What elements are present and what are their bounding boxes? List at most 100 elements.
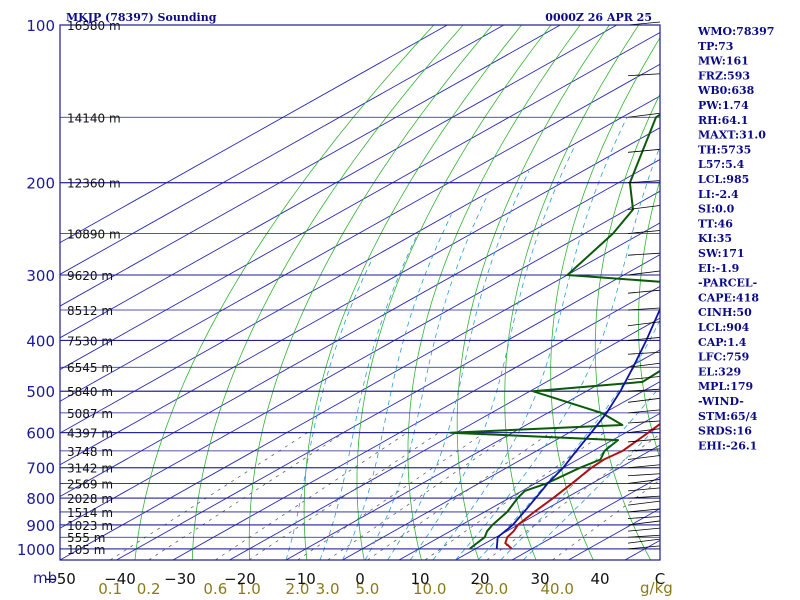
- wind-barb: [627, 448, 661, 452]
- isotherm-line: [60, 63, 660, 402]
- wind-barb: [627, 479, 661, 484]
- sounding-index: WMO:78397: [697, 25, 774, 38]
- wind-barb: [627, 73, 661, 77]
- temperature-tick-label: −20: [224, 570, 256, 588]
- sounding-index: MPL:179: [698, 380, 753, 393]
- wind-barb: [627, 321, 661, 327]
- mixing-ratio-tick-label: 2.0: [286, 580, 310, 598]
- temperature-tick-label: −50: [44, 570, 76, 588]
- moist-adiabat-line: [387, 170, 530, 560]
- height-label: 4397 m: [67, 427, 113, 441]
- wind-barb: [627, 270, 661, 276]
- isotherm-line: [60, 31, 660, 371]
- sounding-index: CINH:50: [698, 306, 752, 319]
- pressure-tick-label: 1000: [17, 541, 55, 559]
- wind-barb: [627, 148, 661, 153]
- sounding-index: WB0:638: [697, 84, 755, 97]
- dry-adiabat-line: [594, 93, 660, 560]
- isotherm-line: [116, 254, 660, 560]
- height-label: 5087 m: [67, 407, 113, 421]
- wind-barb: [627, 538, 661, 544]
- isotherm-line: [60, 25, 618, 339]
- dry-adiabat-line: [638, 178, 660, 460]
- sounding-index: MW:161: [698, 55, 749, 68]
- mixing-ratio-line: [367, 432, 551, 560]
- wind-barb: [627, 464, 661, 469]
- pressure-unit-label: mb: [33, 569, 57, 587]
- isotherm-line: [60, 95, 660, 434]
- wind-barb: [627, 307, 661, 311]
- height-label: 5840 m: [67, 385, 113, 399]
- dry-adiabat-line: [248, 25, 493, 560]
- dry-adiabat-line: [191, 25, 464, 560]
- moist-adiabat-line: [285, 259, 373, 560]
- wind-barb: [627, 397, 661, 403]
- height-label: 6545 m: [67, 361, 113, 375]
- wind-barb: [627, 230, 661, 234]
- mixing-ratio-unit-label: g/kg: [640, 579, 673, 597]
- isotherm-line: [342, 381, 660, 560]
- dry-adiabat-line: [356, 25, 552, 560]
- temperature-tick-label: 30: [530, 570, 549, 588]
- wind-barb: [627, 516, 661, 519]
- isotherm-line: [285, 349, 660, 560]
- pressure-tick-label: 300: [26, 267, 55, 285]
- dry-adiabat-line: [504, 25, 640, 560]
- height-label: 8512 m: [67, 304, 113, 318]
- wind-barb: [627, 438, 661, 443]
- height-label: 7530 m: [67, 334, 113, 348]
- sounding-index: TH:5735: [698, 143, 751, 156]
- mixing-ratio-tick-label: 10.0: [413, 580, 446, 598]
- isotherm-line: [229, 317, 660, 560]
- height-label: 10890 m: [67, 227, 121, 241]
- wind-barb: [627, 180, 661, 184]
- dry-adiabat-line: [134, 25, 435, 560]
- isotherm-line: [60, 222, 660, 560]
- pressure-tick-label: 200: [26, 175, 55, 193]
- wind-barb: [627, 112, 661, 118]
- wind-barb: [627, 409, 661, 414]
- wind-barb: [627, 388, 661, 392]
- sounding-index: TT:46: [698, 217, 733, 230]
- sounding-index: L57:5.4: [698, 158, 745, 171]
- mixing-ratio-tick-label: 0.1: [98, 580, 122, 598]
- profile-lines: [449, 113, 660, 550]
- sounding-index: SW:171: [698, 247, 745, 260]
- mixing-ratio-line: [148, 432, 345, 560]
- height-label: 2028 m: [67, 492, 113, 506]
- sounding-index: EHI:-26.1: [698, 439, 757, 452]
- wind-barb: [627, 337, 661, 341]
- dry-adiabat-line: [407, 25, 581, 560]
- wind-barb: [627, 205, 661, 210]
- sounding-index: CAPE:418: [698, 291, 759, 304]
- height-label: 2569 m: [67, 477, 113, 491]
- temperature-tick-label: 0: [355, 570, 365, 588]
- moist-adiabat-line: [342, 214, 452, 560]
- pressure-tick-label: 700: [26, 460, 55, 478]
- pressure-tick-label: 800: [26, 490, 55, 508]
- height-label: 12360 m: [67, 177, 121, 191]
- height-label: 16580 m: [67, 19, 121, 33]
- wind-barb: [627, 351, 661, 355]
- sounding-index: STM:65/4: [698, 410, 758, 423]
- mixing-ratio-line: [297, 432, 485, 560]
- wind-barb: [627, 252, 661, 256]
- pressure-tick-label: 400: [26, 332, 55, 350]
- dry-adiabat-line: [456, 25, 610, 560]
- grid-lines: [60, 25, 660, 560]
- mixing-ratio-tick-label: 1.0: [237, 580, 261, 598]
- sounding-index: RH:64.1: [698, 114, 748, 127]
- sounding-index: EL:329: [698, 365, 741, 378]
- sounding-index: EI:-1.9: [698, 262, 739, 275]
- mixing-ratio-tick-label: 40.0: [540, 580, 573, 598]
- wind-barb: [627, 495, 661, 499]
- sounding-index: -WIND-: [698, 395, 744, 408]
- isotherm-line: [60, 127, 660, 466]
- height-label: 1514 m: [67, 506, 113, 520]
- pressure-tick-label: 100: [26, 17, 55, 35]
- pressure-tick-label: 500: [26, 383, 55, 401]
- wind-barb: [627, 520, 661, 526]
- chart-title-left: MKJP (78397) Sounding: [66, 11, 217, 24]
